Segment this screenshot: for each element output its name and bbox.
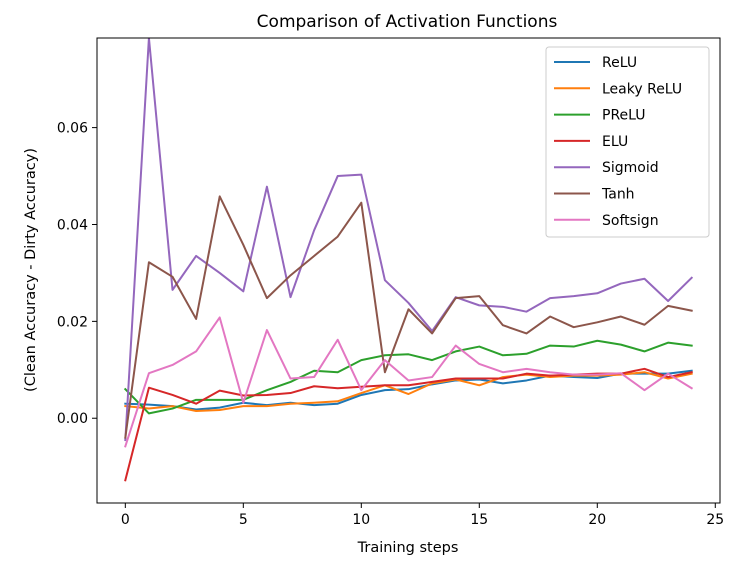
legend-label-sigmoid: Sigmoid bbox=[602, 160, 659, 176]
legend-label-prelu: PReLU bbox=[602, 108, 646, 124]
y-tick-label: 0.04 bbox=[57, 217, 88, 233]
x-tick-label: 25 bbox=[706, 512, 724, 528]
y-tick-label: 0.02 bbox=[57, 314, 88, 330]
legend-label-elu: ELU bbox=[602, 134, 628, 150]
y-tick-label: 0.00 bbox=[57, 411, 88, 427]
x-axis-label: Training steps bbox=[357, 540, 459, 556]
y-axis-label: (Clean Accuracy - Dirty Accuracy) bbox=[23, 148, 39, 392]
x-tick-label: 10 bbox=[352, 512, 370, 528]
y-tick-label: 0.06 bbox=[57, 121, 88, 137]
legend-label-relu: ReLU bbox=[602, 55, 637, 71]
legend-label-tanh: Tanh bbox=[601, 187, 635, 203]
x-tick-label: 15 bbox=[470, 512, 488, 528]
chart-title: Comparison of Activation Functions bbox=[257, 12, 558, 32]
legend-label-softsign: Softsign bbox=[602, 213, 659, 229]
legend: ReLU Leaky ReLU PReLU ELU Sigmoid Tanh Softsig… bbox=[546, 47, 709, 237]
legend-label-leaky-relu: Leaky ReLU bbox=[602, 81, 682, 97]
x-tick-label: 0 bbox=[121, 512, 130, 528]
x-tick-label: 20 bbox=[588, 512, 606, 528]
x-tick-label: 5 bbox=[239, 512, 248, 528]
